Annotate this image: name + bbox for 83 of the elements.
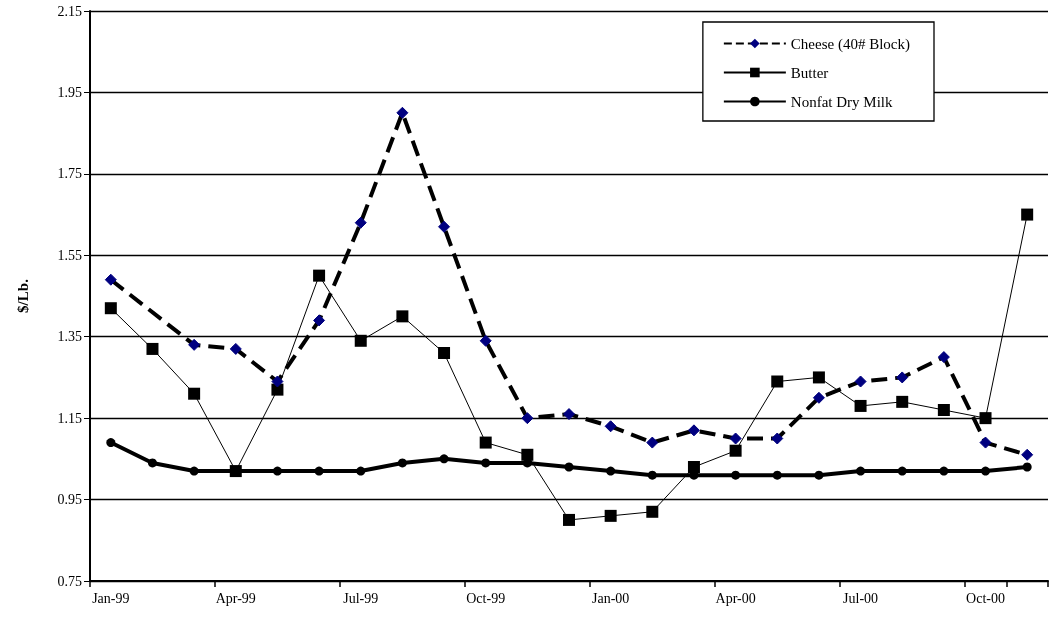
point bbox=[897, 466, 907, 476]
point bbox=[939, 466, 949, 476]
point bbox=[1021, 448, 1034, 461]
point bbox=[854, 399, 867, 412]
point bbox=[979, 412, 992, 425]
point bbox=[772, 470, 782, 480]
point bbox=[896, 395, 909, 408]
point bbox=[396, 310, 409, 323]
point bbox=[521, 448, 534, 461]
point bbox=[812, 391, 825, 404]
point bbox=[396, 106, 409, 119]
point bbox=[771, 375, 784, 388]
point bbox=[979, 436, 992, 449]
point bbox=[687, 424, 700, 437]
legend-label: Nonfat Dry Milk bbox=[790, 93, 894, 110]
point bbox=[854, 375, 867, 388]
point bbox=[438, 220, 451, 233]
point bbox=[771, 432, 784, 445]
legend-label: Butter bbox=[790, 64, 829, 81]
point bbox=[189, 466, 199, 476]
point bbox=[188, 387, 201, 400]
point bbox=[397, 458, 407, 468]
y-tick-label: 0.95 bbox=[57, 492, 82, 508]
point bbox=[313, 314, 326, 327]
y-tick-label: 0.75 bbox=[57, 573, 82, 589]
point bbox=[564, 462, 574, 472]
y-tick-label: 1.15 bbox=[57, 410, 82, 426]
point bbox=[313, 269, 326, 282]
point bbox=[271, 375, 284, 388]
x-tick-label: Jul-00 bbox=[843, 590, 879, 606]
y-tick-label: 1.55 bbox=[57, 247, 82, 263]
point bbox=[481, 458, 491, 468]
point bbox=[814, 470, 824, 480]
point bbox=[981, 466, 991, 476]
point bbox=[106, 438, 116, 448]
point bbox=[146, 342, 159, 355]
point bbox=[188, 338, 201, 351]
point bbox=[646, 436, 659, 449]
point bbox=[356, 466, 366, 476]
point bbox=[439, 454, 449, 464]
y-tick-label: 1.35 bbox=[57, 329, 82, 345]
point bbox=[647, 470, 657, 480]
x-tick-label: Jul-99 bbox=[343, 590, 379, 606]
point bbox=[104, 302, 117, 315]
x-tick-label: Apr-99 bbox=[215, 590, 256, 606]
point bbox=[937, 404, 950, 416]
point bbox=[1021, 208, 1034, 221]
x-tick-label: Apr-00 bbox=[715, 590, 756, 606]
point bbox=[563, 408, 575, 421]
point bbox=[812, 371, 825, 384]
point bbox=[354, 334, 367, 347]
point bbox=[729, 444, 742, 457]
x-tick-label: Oct-99 bbox=[466, 590, 506, 606]
point bbox=[856, 466, 866, 476]
point bbox=[104, 273, 117, 286]
x-tick-label: Jan-99 bbox=[92, 590, 130, 606]
y-tick-label: 1.75 bbox=[57, 166, 82, 182]
point bbox=[479, 436, 492, 449]
point bbox=[272, 466, 282, 476]
y-axis-title: $/Lb. bbox=[14, 278, 31, 313]
point bbox=[354, 216, 367, 229]
point bbox=[563, 513, 575, 526]
y-tick-label: 1.95 bbox=[57, 84, 82, 100]
x-tick-label: Oct-00 bbox=[966, 590, 1005, 606]
x-tick-label: Jan-00 bbox=[591, 590, 630, 606]
point bbox=[606, 466, 616, 476]
point bbox=[521, 412, 534, 425]
point bbox=[896, 371, 909, 384]
point bbox=[314, 466, 324, 476]
point bbox=[646, 505, 659, 518]
point bbox=[937, 351, 950, 364]
point bbox=[729, 432, 742, 445]
point bbox=[731, 470, 741, 480]
point bbox=[479, 334, 492, 347]
point bbox=[687, 461, 700, 473]
point bbox=[229, 342, 242, 355]
point bbox=[438, 347, 451, 359]
point bbox=[1022, 462, 1032, 472]
y-tick-label: 2.15 bbox=[57, 3, 82, 19]
legend-label: Cheese (40# Block) bbox=[790, 35, 910, 53]
point bbox=[604, 420, 617, 433]
point bbox=[147, 458, 157, 468]
point bbox=[604, 509, 617, 522]
